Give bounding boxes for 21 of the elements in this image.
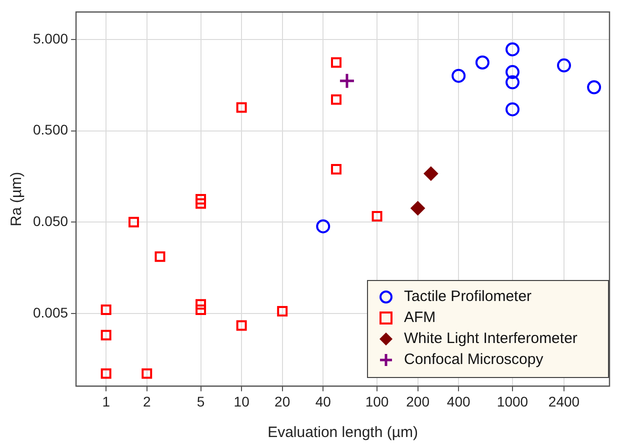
y-tick-label: 0.005: [32, 304, 68, 320]
x-tick-label: 2400: [548, 393, 580, 410]
x-tick-label: 100: [365, 393, 389, 410]
x-tick-label: 40: [315, 393, 332, 410]
y-axis-title: Ra (µm): [8, 172, 26, 226]
x-tick-label: 2: [142, 393, 151, 410]
y-tick-label: 5.000: [32, 30, 68, 46]
y-tick-label: 0.050: [32, 213, 68, 230]
x-tick-label: 200: [406, 393, 430, 410]
x-tick-label: 1000: [496, 393, 528, 410]
x-tick-label: 400: [446, 393, 470, 410]
x-tick-label: 5: [196, 393, 205, 410]
legend-label: White Light Interferometer: [404, 329, 578, 348]
x-tick-label: 1: [102, 393, 110, 410]
legend-label: Tactile Profilometer: [404, 287, 533, 306]
x-tick-label: 20: [274, 393, 290, 410]
legend-label: Confocal Microscopy: [404, 350, 544, 369]
y-tick-label: 0.500: [32, 122, 68, 138]
x-tick-label: 10: [234, 393, 250, 410]
legend-label: AFM: [404, 308, 437, 327]
x-axis-title: Evaluation length (µm): [268, 424, 418, 442]
